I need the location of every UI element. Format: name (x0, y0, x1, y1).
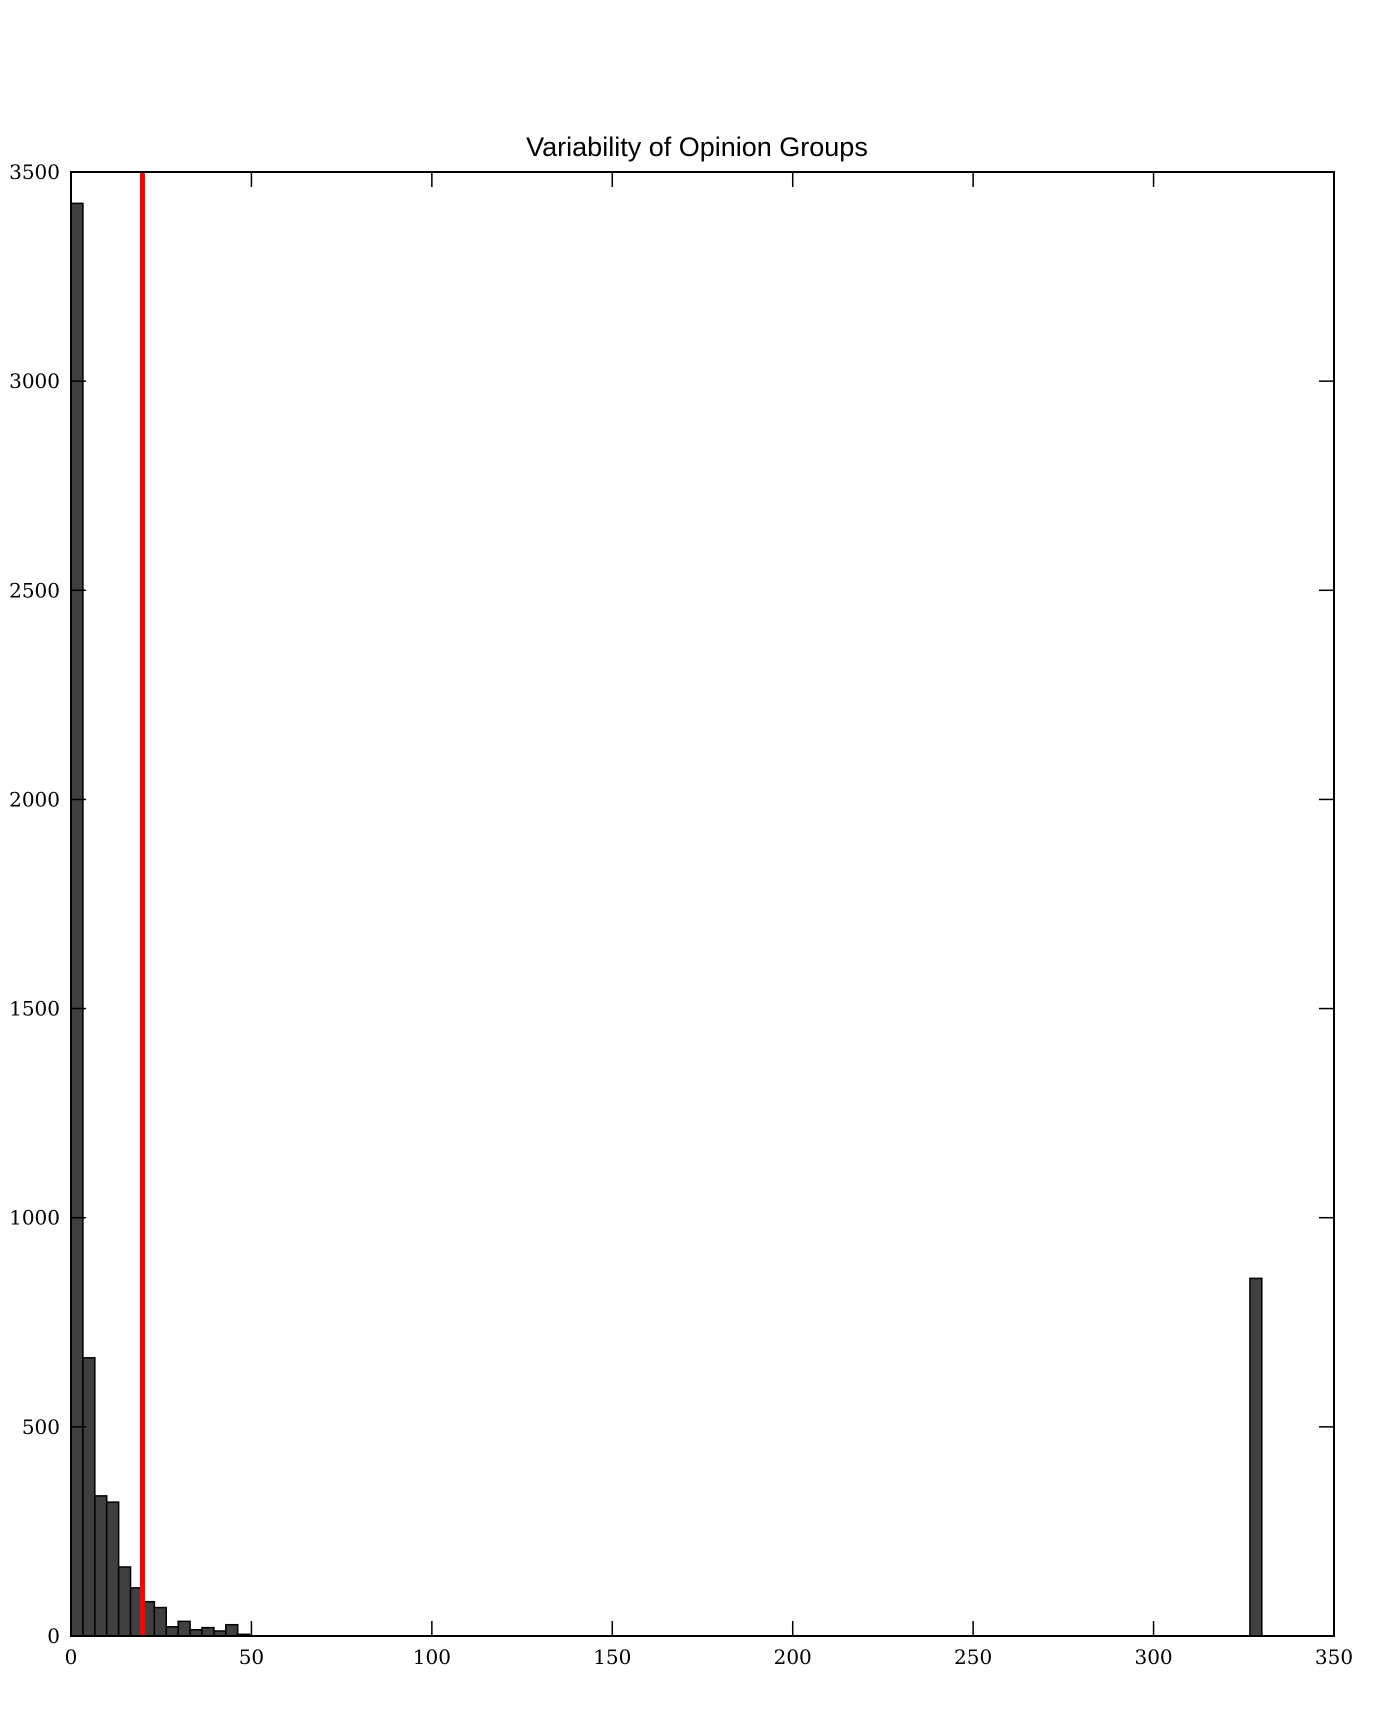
x-tick-label: 250 (954, 1645, 992, 1669)
histogram-bar (70, 202, 84, 1637)
x-tick-label: 150 (593, 1645, 631, 1669)
plot-frame (70, 171, 1335, 1637)
histogram-bar (94, 1495, 108, 1637)
histogram-bar (225, 1623, 239, 1637)
x-tick-label: 50 (239, 1645, 264, 1669)
x-tick-label: 300 (1134, 1645, 1172, 1669)
y-tick-label: 0 (47, 1624, 60, 1648)
y-tick-label: 3000 (9, 369, 60, 393)
y-tick-label: 500 (22, 1415, 60, 1439)
y-tick-label: 2500 (9, 578, 60, 602)
histogram-bar (201, 1626, 215, 1637)
histogram-bar (82, 1357, 96, 1637)
axis-ticks-group: 0 50 100 150 200 250 300 3500500100015002000250… (9, 160, 1353, 1669)
y-tick-label: 3500 (9, 160, 60, 184)
histogram-bar (1249, 1277, 1263, 1637)
x-tick-label: 100 (413, 1645, 451, 1669)
chart-title: Variability of Opinion Groups (526, 132, 868, 162)
x-tick-label: 350 (1315, 1645, 1353, 1669)
histogram-bar (165, 1626, 179, 1637)
histogram-bar (117, 1566, 132, 1637)
bars-group (70, 202, 1263, 1637)
x-tick-label: 200 (774, 1645, 812, 1669)
y-tick-label: 2000 (9, 787, 60, 811)
histogram-bar (153, 1606, 168, 1637)
y-tick-label: 1500 (9, 997, 60, 1021)
x-tick-label: 0 (65, 1645, 78, 1669)
histogram-bar (177, 1620, 191, 1637)
y-tick-label: 1000 (9, 1206, 60, 1230)
histogram-bar (105, 1501, 120, 1637)
